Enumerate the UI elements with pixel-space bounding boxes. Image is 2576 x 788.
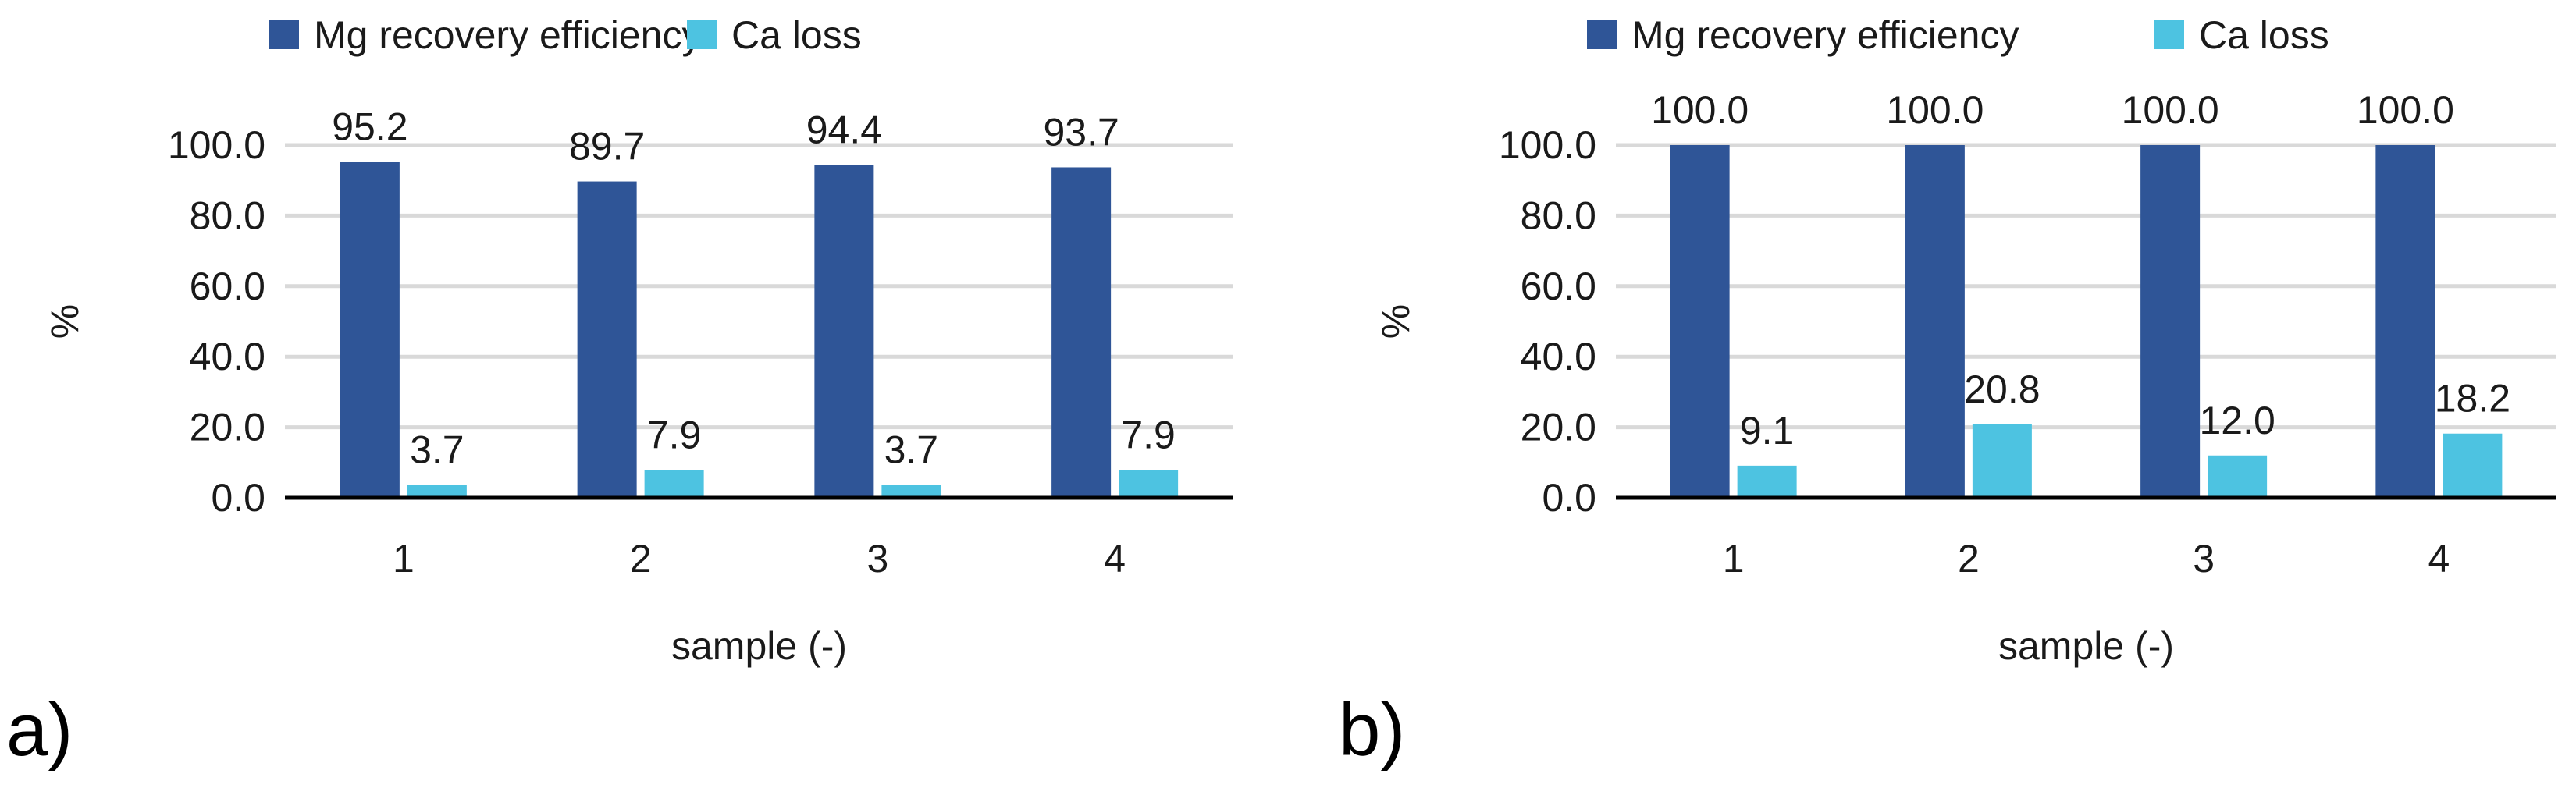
data-label-mg: 100.0: [2357, 88, 2454, 132]
x-tick-label: 3: [2193, 537, 2215, 580]
y-tick-label: 40.0: [190, 335, 265, 378]
data-label-ca: 12.0: [2199, 399, 2275, 442]
y-tick-label: 100.0: [168, 123, 265, 167]
x-tick-label: 1: [1723, 537, 1745, 580]
legend-label-mg: Mg recovery efficiency: [314, 13, 701, 57]
x-tick-label: 4: [1104, 537, 1126, 580]
panel-label: a): [6, 688, 73, 772]
data-label-ca: 7.9: [647, 413, 702, 456]
bar-mg-recovery: [2375, 145, 2435, 498]
bar-ca-loss: [2443, 433, 2503, 498]
legend-swatch-mg: [1587, 20, 1617, 49]
data-label-mg: 100.0: [1651, 88, 1749, 132]
x-axis-title: sample (-): [1998, 624, 2174, 668]
bar-mg-recovery: [1670, 145, 1730, 498]
x-tick-label: 4: [2428, 537, 2450, 580]
bar-mg-recovery: [814, 165, 874, 498]
data-label-mg: 94.4: [806, 108, 882, 151]
data-label-mg: 93.7: [1043, 110, 1119, 154]
legend-label-ca: Ca loss: [731, 13, 862, 57]
y-axis-title: %: [43, 304, 87, 339]
y-tick-label: 80.0: [1521, 193, 1596, 237]
legend-swatch-ca: [687, 20, 717, 49]
bar-mg-recovery: [340, 162, 400, 499]
legend-label-ca: Ca loss: [2199, 13, 2329, 57]
data-label-ca: 18.2: [2435, 377, 2510, 421]
x-tick-label: 2: [630, 537, 652, 580]
bar-ca-loss: [881, 485, 941, 498]
y-tick-label: 20.0: [1521, 406, 1596, 449]
chart-panel-b: Mg recovery efficiency Ca loss 0.0 20.0 40.0…: [1339, 13, 2556, 772]
data-label-mg: 100.0: [2122, 88, 2219, 132]
bar-ca-loss: [407, 485, 467, 498]
data-label-ca: 20.8: [1964, 367, 2040, 411]
y-tick-label: 20.0: [190, 406, 265, 449]
y-axis-title: %: [1374, 304, 1418, 339]
bar-ca-loss: [1737, 465, 1797, 498]
data-label-ca: 9.1: [1740, 409, 1795, 453]
y-tick-label: 60.0: [190, 264, 265, 308]
bar-ca-loss: [1119, 470, 1179, 498]
bar-mg-recovery: [1905, 145, 1965, 498]
x-tick-label: 3: [866, 537, 888, 580]
bar-ca-loss: [2208, 455, 2268, 498]
x-tick-label: 2: [1958, 537, 1980, 580]
y-tick-label: 60.0: [1521, 264, 1596, 308]
x-tick-label: 1: [393, 537, 415, 580]
bar-mg-recovery: [1051, 167, 1112, 498]
legend-label-mg: Mg recovery efficiency: [1631, 13, 2019, 57]
y-tick-label: 80.0: [190, 193, 265, 237]
bar-ca-loss: [644, 470, 704, 498]
legend-swatch-mg: [269, 20, 299, 49]
data-label-ca: 3.7: [884, 428, 939, 471]
panel-label: b): [1339, 688, 1405, 772]
chart-panel-a: Mg recovery efficiency Ca loss 0.0 20.0 40.0…: [6, 13, 1233, 772]
y-tick-label: 40.0: [1521, 335, 1596, 378]
x-axis-title: sample (-): [671, 624, 847, 668]
data-label-mg: 95.2: [332, 105, 407, 149]
data-label-mg: 100.0: [1886, 88, 1984, 132]
y-tick-label: 100.0: [1499, 123, 1596, 167]
bar-mg-recovery: [2140, 145, 2201, 498]
bar-mg-recovery: [577, 181, 637, 498]
data-label-ca: 3.7: [410, 428, 464, 471]
y-tick-label: 0.0: [211, 476, 265, 520]
data-label-ca: 7.9: [1121, 413, 1176, 456]
y-tick-label: 0.0: [1542, 476, 1596, 520]
legend-swatch-ca: [2154, 20, 2184, 49]
bar-ca-loss: [1972, 424, 2032, 498]
data-label-mg: 89.7: [569, 125, 645, 169]
